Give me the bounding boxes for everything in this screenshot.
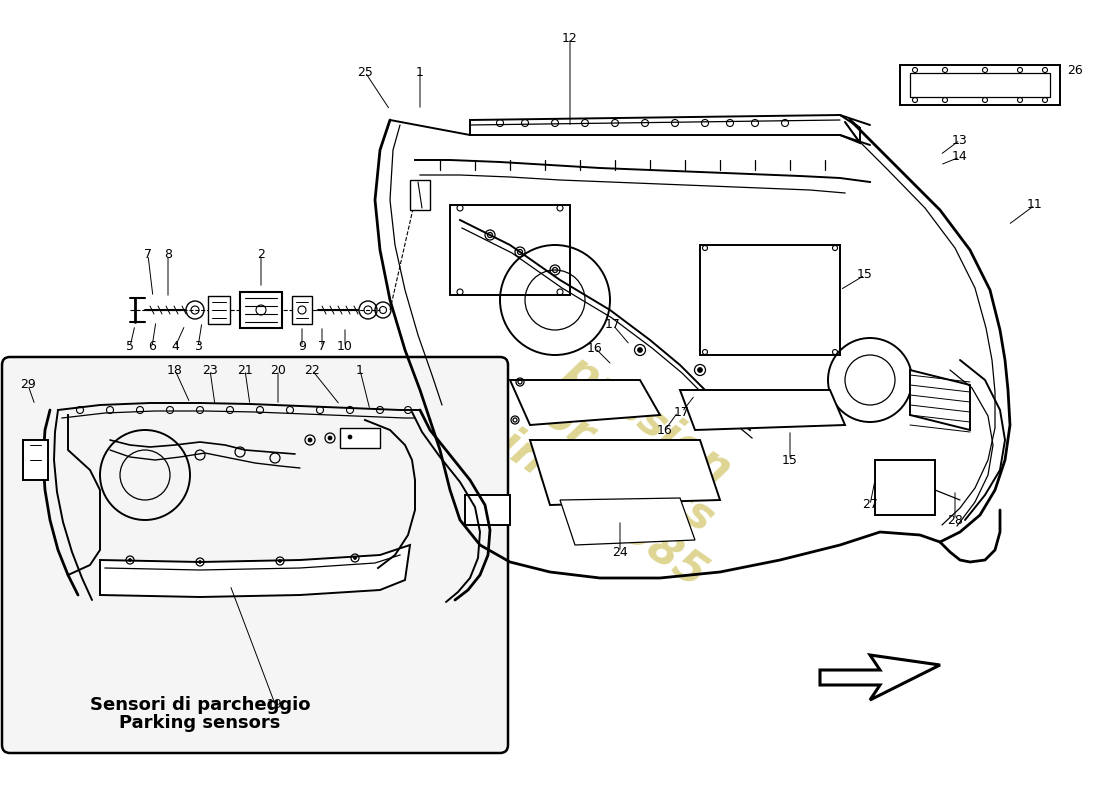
Text: 2: 2 [257, 249, 265, 262]
Text: 15: 15 [857, 269, 873, 282]
Polygon shape [910, 73, 1050, 97]
Text: 3: 3 [194, 341, 202, 354]
Text: 29: 29 [20, 378, 36, 391]
Text: 7: 7 [318, 341, 326, 354]
Text: 23: 23 [202, 363, 218, 377]
Polygon shape [208, 296, 230, 324]
Polygon shape [560, 498, 695, 545]
Text: 14: 14 [953, 150, 968, 163]
Text: 18: 18 [167, 363, 183, 377]
Text: 7: 7 [144, 249, 152, 262]
Text: 15: 15 [782, 454, 797, 466]
Text: 22: 22 [304, 363, 320, 377]
Text: 6: 6 [148, 341, 156, 354]
Polygon shape [680, 390, 845, 430]
Text: 9: 9 [298, 341, 306, 354]
Text: 28: 28 [947, 514, 962, 526]
Text: 16: 16 [657, 423, 673, 437]
Polygon shape [874, 460, 935, 515]
Text: 17: 17 [605, 318, 620, 331]
Text: 24: 24 [612, 546, 628, 558]
Polygon shape [410, 180, 430, 210]
Text: 1: 1 [356, 363, 364, 377]
Text: 10: 10 [337, 341, 353, 354]
Polygon shape [340, 428, 379, 448]
Text: 16: 16 [587, 342, 603, 354]
Text: 11: 11 [1027, 198, 1043, 211]
Circle shape [278, 559, 282, 562]
Circle shape [697, 367, 703, 373]
Text: 27: 27 [862, 498, 878, 511]
Circle shape [198, 561, 201, 563]
Polygon shape [910, 370, 970, 430]
Text: 21: 21 [238, 363, 253, 377]
Circle shape [348, 435, 352, 439]
Circle shape [328, 436, 332, 440]
Polygon shape [510, 380, 660, 425]
Polygon shape [820, 655, 940, 700]
Text: 8: 8 [164, 249, 172, 262]
Text: 12: 12 [562, 31, 578, 45]
Circle shape [308, 438, 312, 442]
FancyBboxPatch shape [2, 357, 508, 753]
Polygon shape [465, 495, 510, 525]
Polygon shape [292, 296, 312, 324]
Text: Parking sensors: Parking sensors [119, 714, 280, 732]
Text: 26: 26 [1067, 63, 1082, 77]
Polygon shape [470, 115, 860, 143]
Polygon shape [23, 440, 48, 480]
Text: 13: 13 [953, 134, 968, 146]
Text: 1: 1 [416, 66, 424, 78]
Polygon shape [100, 545, 410, 597]
Circle shape [638, 347, 642, 353]
Circle shape [129, 558, 132, 562]
Text: 4: 4 [172, 341, 179, 354]
Polygon shape [530, 440, 720, 505]
Text: 19: 19 [267, 698, 283, 710]
Polygon shape [900, 65, 1060, 105]
Polygon shape [700, 245, 840, 355]
Text: passion
for parts
since 1985: passion for parts since 1985 [469, 324, 771, 596]
Text: 5: 5 [126, 341, 134, 354]
Polygon shape [450, 205, 570, 295]
Circle shape [353, 557, 356, 559]
Text: 20: 20 [271, 363, 286, 377]
Text: 25: 25 [358, 66, 373, 78]
Text: 17: 17 [674, 406, 690, 418]
Text: Sensori di parcheggio: Sensori di parcheggio [90, 696, 310, 714]
Polygon shape [240, 292, 282, 328]
